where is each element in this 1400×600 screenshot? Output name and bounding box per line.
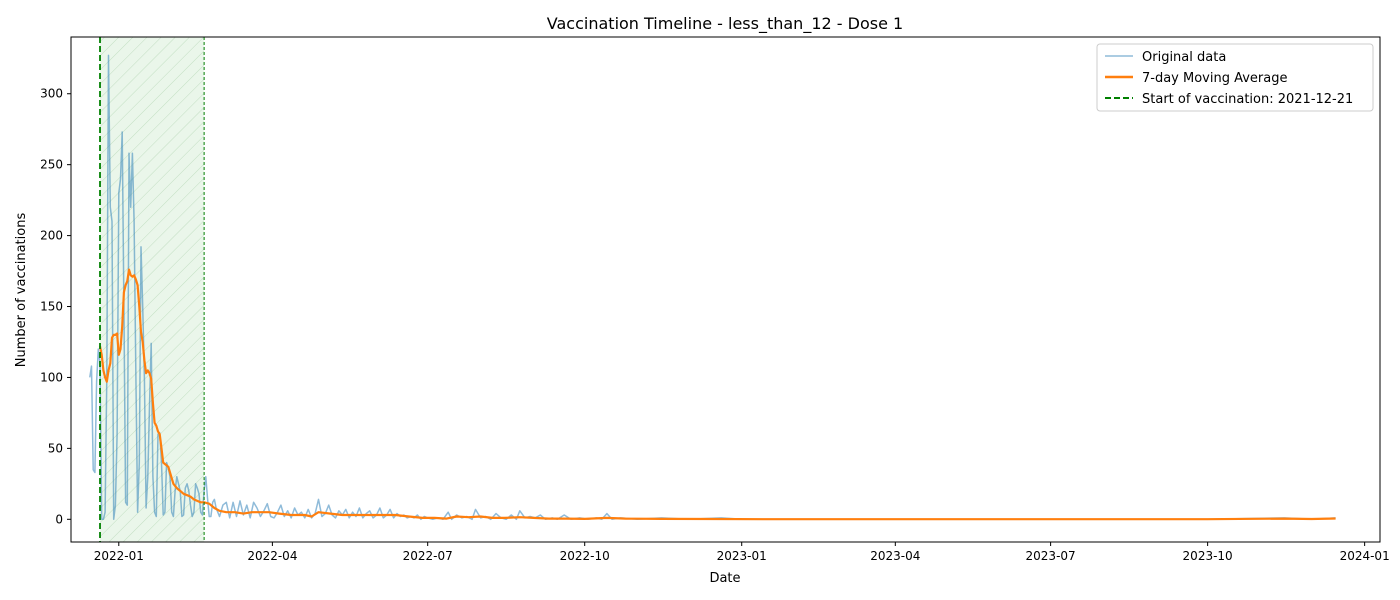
y-tick-label: 150 <box>40 300 63 314</box>
y-tick-label: 0 <box>55 512 63 526</box>
vaccination-period-shade <box>100 37 205 542</box>
x-tick-label: 2023-10 <box>1183 549 1233 563</box>
vertical-lines <box>99 37 205 542</box>
y-axis-ticks: 0 50 100 150 200 250 300 <box>40 87 71 526</box>
x-tick-label: 2023-01 <box>717 549 767 563</box>
y-tick-label: 300 <box>40 87 63 101</box>
y-tick-label: 200 <box>40 229 63 243</box>
legend-original-label: Original data <box>1142 50 1226 65</box>
plot-frame <box>70 36 1381 543</box>
moving-average-line <box>98 268 1336 521</box>
x-tick-label: 2022-07 <box>403 549 453 563</box>
original-data-line <box>89 54 1336 521</box>
x-tick-label: 2023-07 <box>1026 549 1076 563</box>
x-axis-ticks: 2022-01 2022-04 2022-07 2022-10 2023-01 2023-… <box>94 542 1390 563</box>
series-layer <box>89 54 1336 521</box>
x-axis-label: Date <box>709 571 740 586</box>
legend-start-label: Start of vaccination: 2021-12-21 <box>1142 92 1353 107</box>
x-tick-label: 2023-04 <box>870 549 920 563</box>
y-axis-label: Number of vaccinations <box>14 213 29 368</box>
x-tick-label: 2022-04 <box>247 549 297 563</box>
legend-box <box>1096 43 1374 112</box>
legend: Original data 7-day Moving Average Start… <box>1096 43 1374 112</box>
y-tick-label: 250 <box>40 158 63 172</box>
x-tick-label: 2024-01 <box>1340 549 1390 563</box>
y-tick-label: 50 <box>48 441 63 455</box>
x-tick-label: 2022-01 <box>94 549 144 563</box>
x-tick-label: 2022-10 <box>560 549 610 563</box>
y-tick-label: 100 <box>40 370 63 384</box>
chart-title: Vaccination Timeline - less_than_12 - Do… <box>547 14 903 34</box>
legend-moving-average-label: 7-day Moving Average <box>1142 71 1288 86</box>
